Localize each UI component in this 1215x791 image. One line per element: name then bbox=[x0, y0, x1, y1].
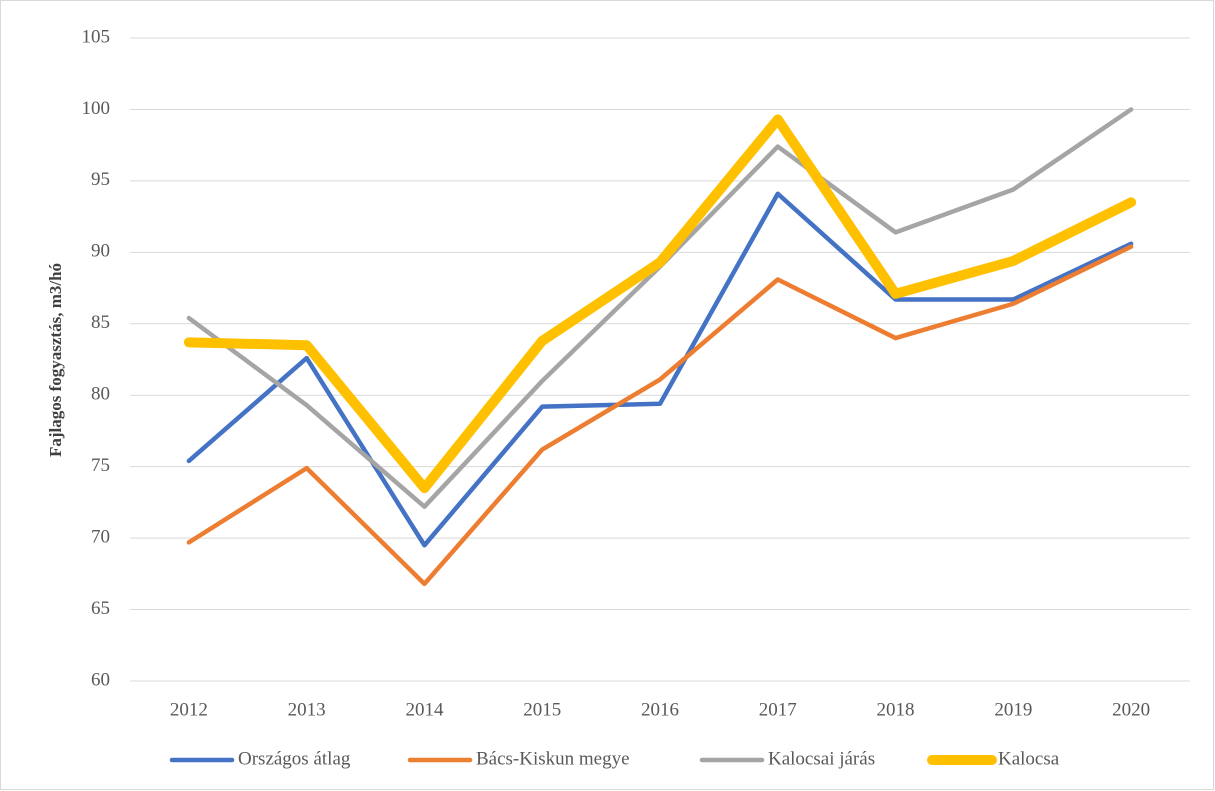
series-line bbox=[186, 191, 1134, 548]
y-axis-label: Fajlagos fogyasztás, m3/hó bbox=[46, 263, 65, 457]
x-tick-label: 2016 bbox=[641, 699, 679, 720]
legend-label: Bács-Kiskun megye bbox=[476, 748, 630, 769]
x-tick-label: 2014 bbox=[405, 699, 444, 720]
y-tick-label: 95 bbox=[91, 169, 110, 190]
x-tick-label: 2017 bbox=[759, 699, 797, 720]
x-tick-label: 2012 bbox=[170, 699, 208, 720]
legend-label: Kalocsa bbox=[998, 748, 1060, 769]
legend-label: Országos átlag bbox=[238, 748, 351, 769]
x-tick-label: 2020 bbox=[1112, 699, 1150, 720]
y-tick-label: 105 bbox=[82, 26, 111, 47]
x-tick-label: 2015 bbox=[523, 699, 561, 720]
y-tick-label: 85 bbox=[91, 312, 110, 333]
y-tick-label: 80 bbox=[91, 384, 110, 405]
y-tick-label: 65 bbox=[91, 598, 110, 619]
y-tick-label: 60 bbox=[91, 669, 110, 690]
x-tick-label: 2019 bbox=[994, 699, 1032, 720]
y-tick-label: 90 bbox=[91, 241, 110, 262]
y-tick-label: 75 bbox=[91, 455, 110, 476]
series-line bbox=[186, 244, 1134, 587]
y-tick-label: 70 bbox=[91, 526, 110, 547]
legend-label: Kalocsai járás bbox=[768, 748, 875, 769]
series-line bbox=[183, 114, 1137, 494]
x-tick-label: 2013 bbox=[288, 699, 326, 720]
x-tick-label: 2018 bbox=[877, 699, 915, 720]
y-tick-label: 100 bbox=[82, 98, 111, 119]
